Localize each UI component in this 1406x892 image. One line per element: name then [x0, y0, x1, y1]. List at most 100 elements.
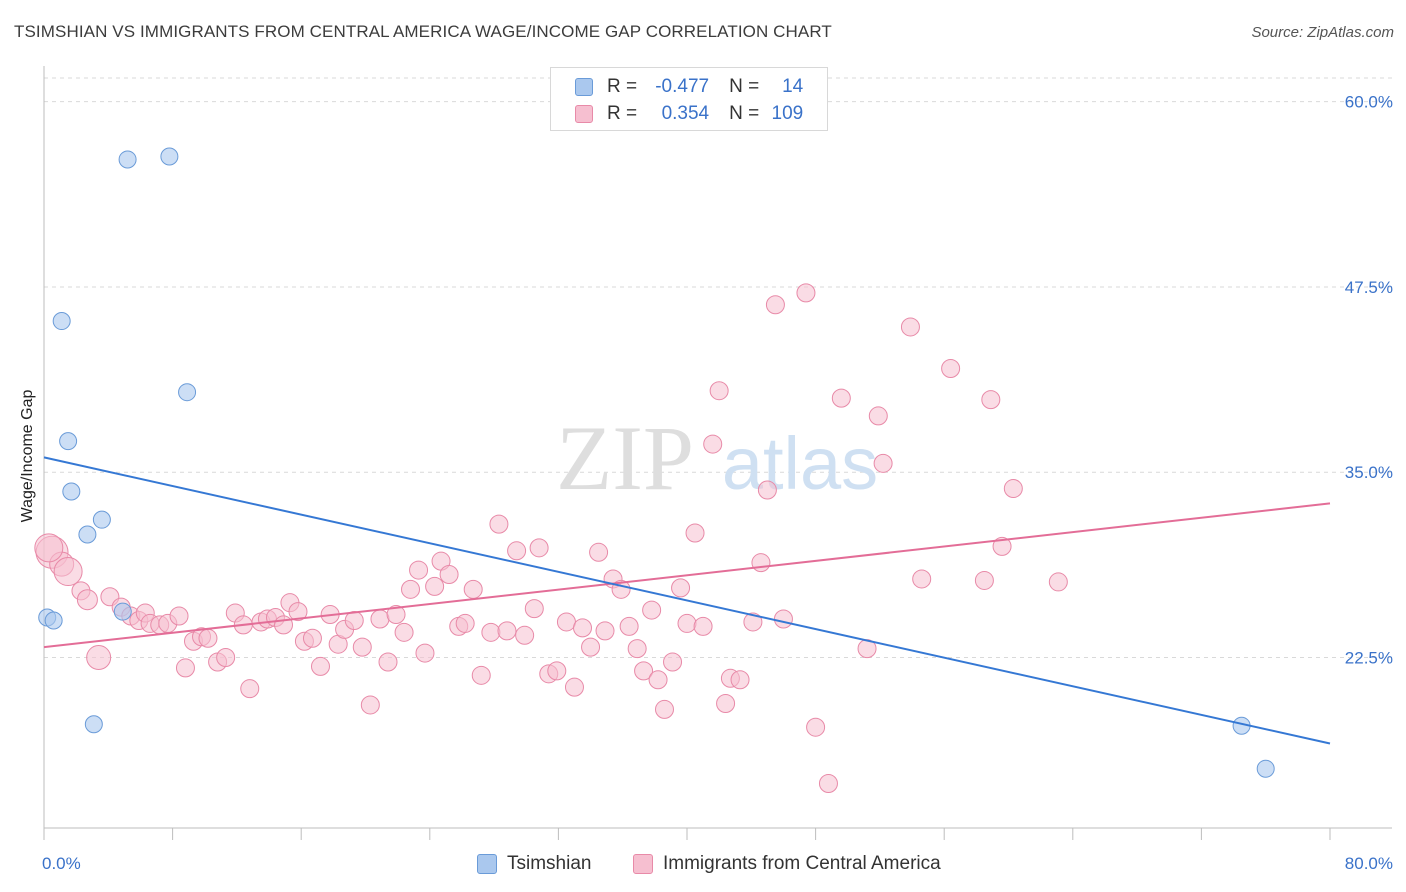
legend-label-immigrants: Immigrants from Central America: [663, 853, 941, 874]
x-tick-label: 80.0%: [1345, 854, 1393, 873]
immigrants-point: [703, 434, 723, 454]
immigrants-point: [730, 670, 750, 690]
immigrants-point: [515, 625, 535, 645]
r-value: 0.354: [661, 103, 710, 124]
y-tick-label: 47.5%: [1345, 278, 1393, 297]
tsimshian-point: [92, 510, 111, 529]
immigrants-point: [716, 693, 736, 713]
immigrants-point: [471, 665, 491, 685]
immigrants-point: [401, 579, 421, 599]
immigrants-point: [370, 609, 390, 629]
immigrants-point: [524, 599, 544, 619]
legend-item-tsimshian[interactable]: Tsimshian: [477, 851, 591, 877]
immigrants-point: [175, 658, 195, 678]
immigrants-point: [86, 645, 112, 671]
source-label: Source: ZipAtlas.com: [1251, 24, 1394, 41]
immigrants-point: [648, 670, 668, 690]
watermark-atlas: atlas: [722, 422, 878, 505]
y-tick-label: 22.5%: [1345, 649, 1393, 668]
immigrants-point: [634, 661, 654, 681]
immigrants-point: [796, 283, 816, 303]
grid-lines: [44, 77, 1392, 659]
tsimshian-swatch: [477, 854, 497, 874]
immigrants-point: [581, 637, 601, 657]
x-tick-label: 0.0%: [42, 854, 81, 873]
immigrants-point: [409, 560, 429, 580]
n-value: 14: [782, 76, 804, 97]
immigrants-point: [873, 453, 893, 473]
tsimshian-swatch: [575, 78, 593, 96]
immigrants-point: [941, 358, 961, 378]
immigrants-point: [352, 637, 372, 657]
tsimshian-point: [178, 383, 197, 402]
tsimshian-points: [38, 147, 1275, 778]
immigrants-point: [992, 536, 1012, 556]
legend-row-immigrants: R = 0.354 N = 109: [575, 101, 803, 127]
immigrants-point: [912, 569, 932, 589]
immigrants-point: [274, 615, 294, 635]
tsimshian-point: [62, 482, 81, 501]
immigrants-point: [288, 602, 308, 622]
immigrants-point: [556, 612, 576, 632]
immigrants-point: [310, 656, 330, 676]
chart-title: TSIMSHIAN VS IMMIGRANTS FROM CENTRAL AME…: [14, 22, 832, 41]
immigrants-point: [34, 533, 64, 563]
immigrants-swatch: [575, 105, 593, 123]
legend-item-immigrants[interactable]: Immigrants from Central America: [633, 851, 941, 877]
immigrants-point: [773, 609, 793, 629]
immigrants-point: [564, 677, 584, 697]
immigrants-point: [981, 390, 1001, 410]
immigrants-point: [751, 553, 771, 573]
tsimshian-point: [1256, 759, 1275, 778]
immigrants-point: [360, 695, 380, 715]
immigrants-central-america-points: [34, 283, 1068, 794]
tsimshian-point: [78, 525, 97, 544]
immigrants-point: [677, 613, 697, 633]
immigrants-point: [627, 639, 647, 659]
tsimshian-point: [52, 312, 71, 331]
immigrants-trend-line: [43, 502, 1331, 649]
immigrants-point: [663, 652, 683, 672]
watermark-zip: ZIP: [556, 407, 694, 509]
tsimshian-point: [84, 715, 103, 734]
immigrants-point: [806, 717, 826, 737]
immigrants-point: [378, 652, 398, 672]
axes: [43, 66, 1392, 840]
immigrants-point: [765, 295, 785, 315]
immigrants-point: [573, 618, 593, 638]
immigrants-point: [489, 514, 509, 534]
immigrants-point: [216, 648, 236, 668]
immigrants-point: [693, 616, 713, 636]
n-value: 109: [771, 103, 804, 124]
immigrants-point: [709, 381, 729, 401]
immigrants-point: [619, 616, 639, 636]
immigrants-point: [818, 774, 838, 794]
immigrants-point: [240, 679, 260, 699]
legend-label-tsimshian: Tsimshian: [507, 853, 592, 874]
immigrants-point: [394, 622, 414, 642]
immigrants-swatch: [633, 854, 653, 874]
immigrants-point: [685, 523, 705, 543]
correlation-legend: R = -0.477 N = 14 R = 0.354 N = 109: [550, 67, 828, 131]
immigrants-point: [547, 661, 567, 681]
y-tick-label: 60.0%: [1345, 93, 1393, 112]
immigrants-point: [76, 589, 98, 611]
immigrants-point: [900, 317, 920, 337]
tsimshian-point: [118, 150, 137, 169]
legend-row-tsimshian: R = -0.477 N = 14: [575, 74, 803, 100]
immigrants-point: [386, 605, 406, 625]
tsimshian-point: [59, 432, 78, 451]
immigrants-point: [463, 579, 483, 599]
tsimshian-point: [160, 147, 179, 166]
tsimshian-trend-line: [43, 456, 1331, 745]
r-label: R =: [607, 76, 638, 97]
tick-labels: 22.5% 35.0% 47.5% 60.0% 0.0% 80.0%: [42, 93, 1393, 873]
immigrants-point: [481, 622, 501, 642]
immigrants-point: [53, 557, 83, 587]
y-tick-label: 35.0%: [1345, 463, 1393, 482]
immigrants-point: [169, 606, 189, 626]
immigrants-point: [868, 406, 888, 426]
immigrants-point: [497, 621, 517, 641]
immigrants-point: [831, 388, 851, 408]
